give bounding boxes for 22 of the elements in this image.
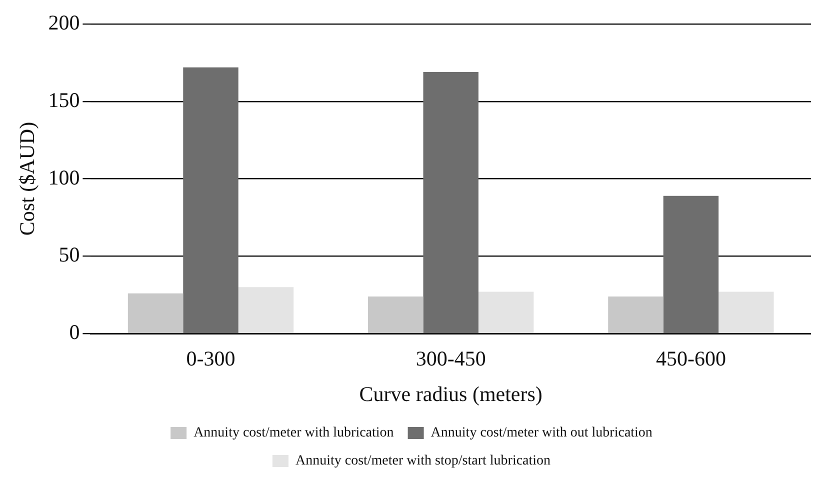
- bar: [128, 293, 184, 333]
- bar: [478, 292, 534, 333]
- bar: [663, 196, 719, 333]
- x-tick-label: 300-450: [416, 346, 486, 371]
- x-axis-title: Curve radius (meters): [359, 382, 542, 406]
- y-axis-title: Cost ($AUD): [15, 122, 40, 236]
- y-tick-label: 0: [69, 320, 80, 344]
- y-tick-label: 150: [48, 88, 80, 112]
- legend-label: Annuity cost/meter with out lubrication: [430, 426, 652, 441]
- x-tick-label: 0-300: [186, 346, 236, 371]
- y-tick-label: 100: [48, 165, 80, 190]
- bar: [183, 67, 238, 333]
- x-tick-label: 450-600: [656, 346, 726, 371]
- bar: [718, 292, 774, 333]
- bar: [423, 72, 478, 333]
- legend-label: Annuity cost/meter with lubrication: [194, 426, 394, 441]
- bar: [608, 296, 664, 333]
- bar: [368, 296, 424, 333]
- y-tick-label: 50: [58, 242, 80, 267]
- bar: [238, 287, 294, 333]
- y-tick-label: 200: [48, 10, 80, 35]
- legend-label: Annuity cost/meter with stop/start lubrication: [295, 454, 551, 469]
